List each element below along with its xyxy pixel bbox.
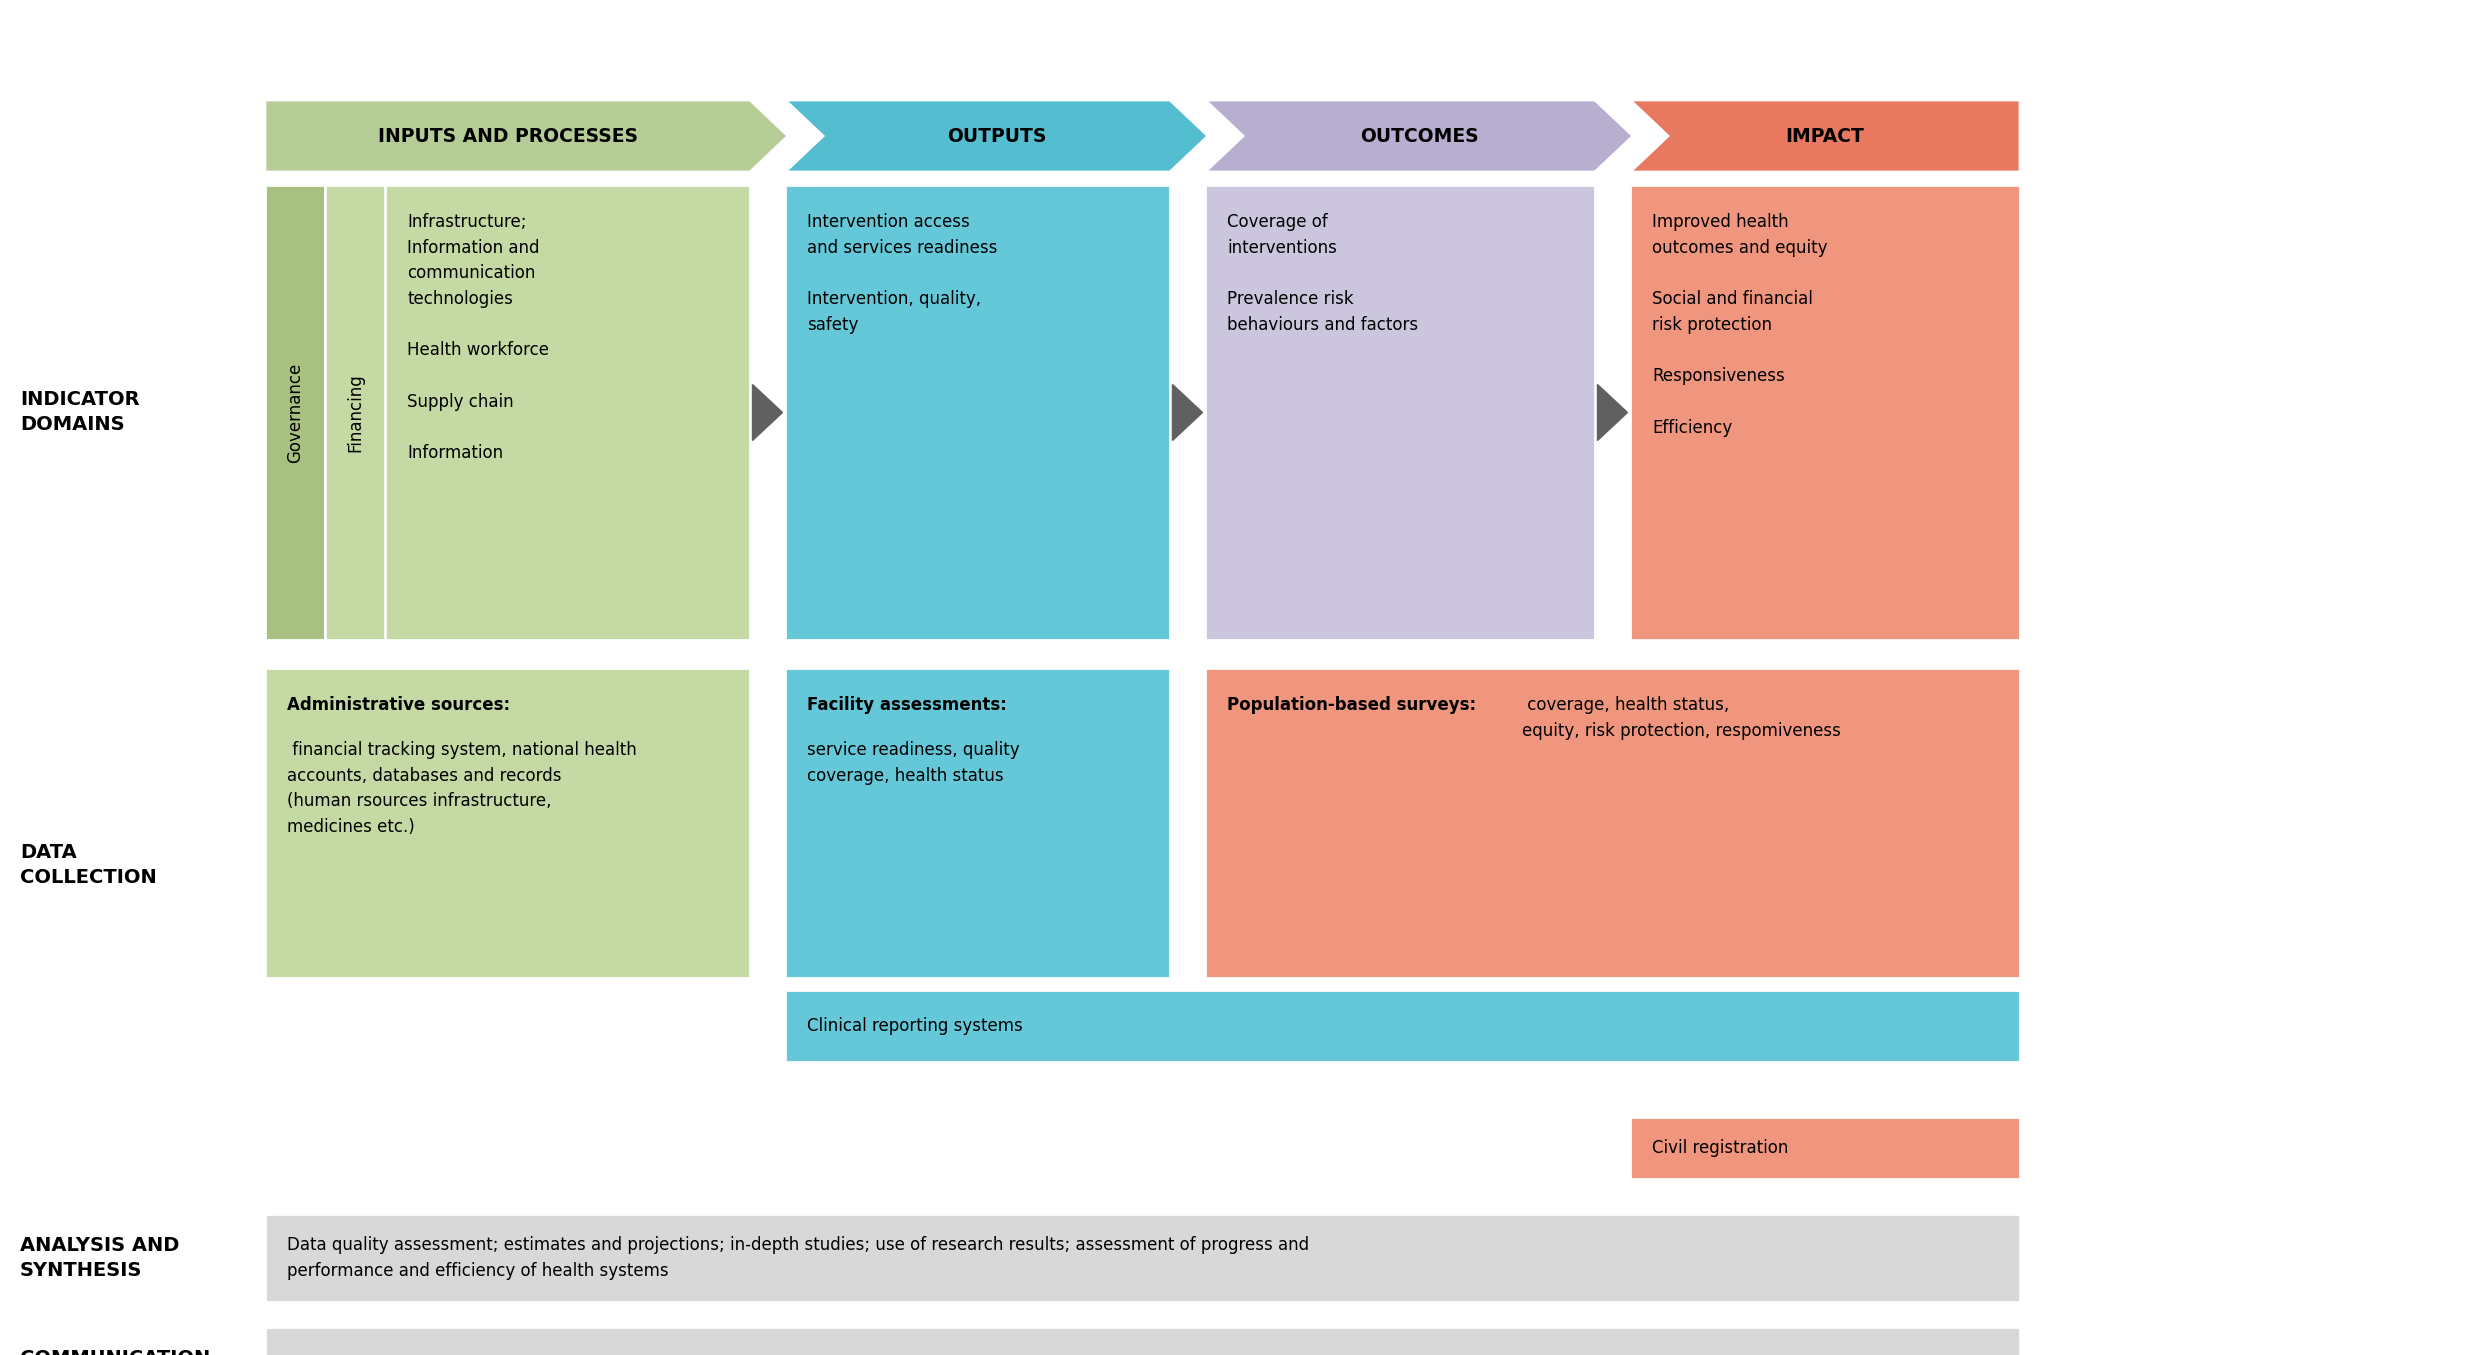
Polygon shape <box>265 100 787 172</box>
FancyBboxPatch shape <box>785 991 2020 1062</box>
Text: COMMUNICATION
AND USE: COMMUNICATION AND USE <box>20 1350 210 1355</box>
Text: Governance: Governance <box>287 362 304 462</box>
Text: INDICATOR
DOMAINS: INDICATOR DOMAINS <box>20 390 139 435</box>
FancyBboxPatch shape <box>324 186 386 640</box>
FancyBboxPatch shape <box>785 668 1171 978</box>
Text: OUTPUTS: OUTPUTS <box>948 126 1047 145</box>
Polygon shape <box>1596 385 1629 440</box>
Text: Infrastructure;
Information and
communication
technologies

Health workforce

Su: Infrastructure; Information and communic… <box>406 213 549 462</box>
FancyBboxPatch shape <box>1205 186 1594 640</box>
FancyBboxPatch shape <box>1205 668 2020 978</box>
Polygon shape <box>1205 100 1634 172</box>
FancyBboxPatch shape <box>265 186 750 640</box>
Text: DATA
COLLECTION: DATA COLLECTION <box>20 843 156 888</box>
FancyBboxPatch shape <box>1631 1117 2020 1179</box>
FancyBboxPatch shape <box>1631 186 2020 640</box>
Text: coverage, health status,
equity, risk protection, respomiveness: coverage, health status, equity, risk pr… <box>1522 696 1841 740</box>
Text: Administrative sources:: Administrative sources: <box>287 696 510 714</box>
Text: Improved health
outcomes and equity

Social and financial
risk protection

Respo: Improved health outcomes and equity Soci… <box>1651 213 1827 436</box>
Polygon shape <box>752 385 782 440</box>
FancyBboxPatch shape <box>265 668 750 978</box>
Text: Coverage of
interventions

Prevalence risk
behaviours and factors: Coverage of interventions Prevalence ris… <box>1228 213 1418 333</box>
Text: Data quality assessment; estimates and projections; in-depth studies; use of res: Data quality assessment; estimates and p… <box>287 1236 1309 1280</box>
Text: INPUTS AND PROCESSES: INPUTS AND PROCESSES <box>379 126 639 145</box>
Text: Population-based surveys:: Population-based surveys: <box>1228 696 1475 714</box>
Text: Intervention access
and services readiness

Intervention, quality,
safety: Intervention access and services readine… <box>807 213 997 333</box>
Text: OUTCOMES: OUTCOMES <box>1359 126 1478 145</box>
FancyBboxPatch shape <box>265 1214 2020 1302</box>
Text: service readiness, quality
coverage, health status: service readiness, quality coverage, hea… <box>807 741 1020 785</box>
Text: financial tracking system, national health
accounts, databases and records
(huma: financial tracking system, national heal… <box>287 741 636 836</box>
Text: Facility assessments:: Facility assessments: <box>807 696 1007 714</box>
Text: Civil registration: Civil registration <box>1651 1140 1789 1157</box>
Polygon shape <box>1631 100 2020 172</box>
Text: Financing: Financing <box>347 373 364 451</box>
Text: IMPACT: IMPACT <box>1784 126 1864 145</box>
FancyBboxPatch shape <box>265 186 324 640</box>
Text: ANALYSIS AND
SYNTHESIS: ANALYSIS AND SYNTHESIS <box>20 1236 178 1280</box>
FancyBboxPatch shape <box>785 186 1171 640</box>
Polygon shape <box>785 100 1208 172</box>
Polygon shape <box>1173 385 1203 440</box>
Text: Clinical reporting systems: Clinical reporting systems <box>807 1018 1022 1035</box>
FancyBboxPatch shape <box>265 1327 2020 1355</box>
